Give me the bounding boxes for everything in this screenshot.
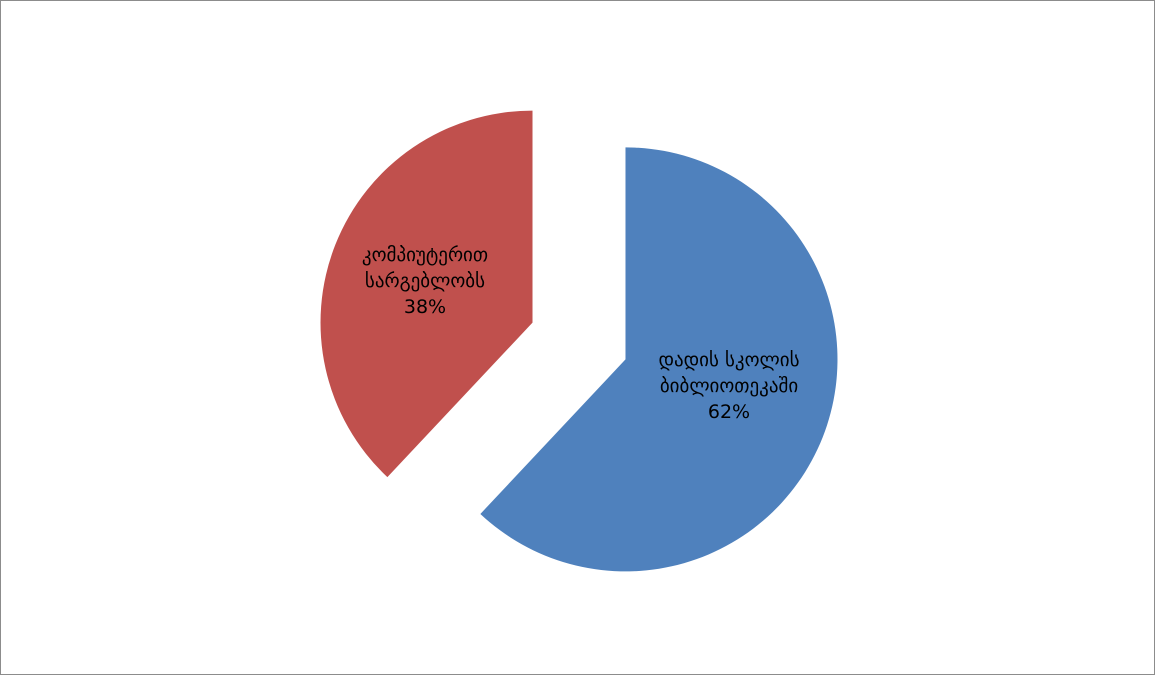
slice-label-line-1-1: სარგებლობს bbox=[365, 270, 485, 292]
slice-label-line-1-0: კომპიუტერით bbox=[362, 244, 488, 266]
slice-percent-0: 62% bbox=[708, 401, 750, 423]
pie-slice-0 bbox=[480, 147, 838, 572]
slice-label-line-0-1: ბიბლიოთეკაში bbox=[660, 375, 798, 397]
slice-percent-1: 38% bbox=[404, 296, 446, 318]
slice-label-0: დადის სკოლის ბიბლიოთეკაში 62% bbox=[658, 349, 799, 423]
slice-label-line-0-0: დადის სკოლის bbox=[658, 349, 799, 371]
pie-slice-1 bbox=[320, 110, 533, 478]
slice-label-1: კომპიუტერით სარგებლობს 38% bbox=[362, 244, 488, 318]
